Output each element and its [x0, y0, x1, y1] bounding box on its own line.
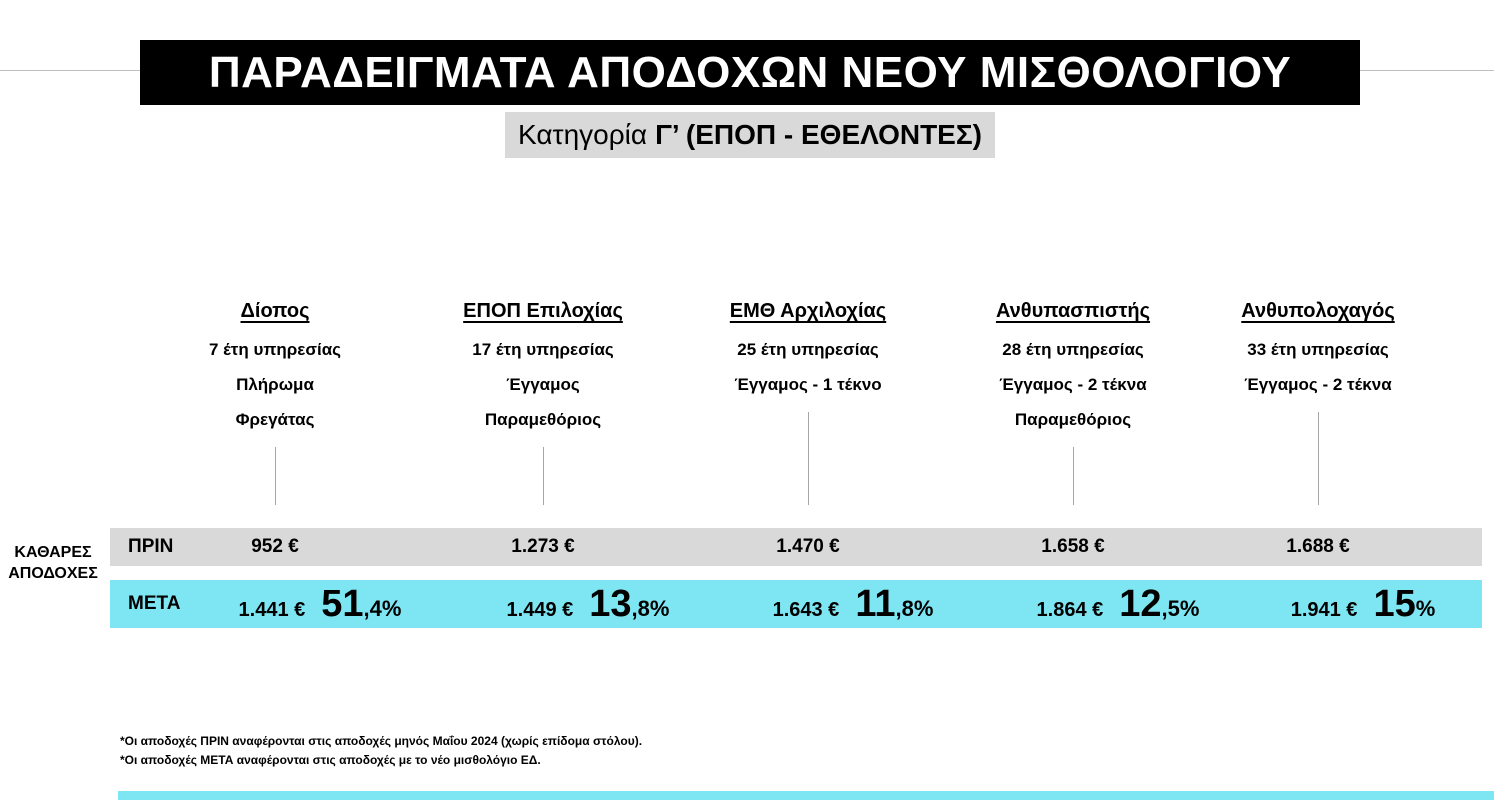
column-header-3: ΕΜΘ Αρχιλοχίας 25 έτη υπηρεσίας Έγγαμος …: [688, 298, 928, 402]
detail-line: 7 έτη υπηρεσίας: [208, 340, 342, 359]
detail-line: 17 έτη υπηρεσίας: [472, 340, 614, 359]
before-value: 1.273 €: [511, 536, 575, 557]
detail-line: 28 έτη υπηρεσίας: [1002, 340, 1144, 359]
column-header-1: Δίοπος 7 έτη υπηρεσίας Πλήρωμα Φρεγάτας: [155, 298, 395, 437]
net-earnings-label-line2: ΑΠΟΔΟΧΕΣ: [8, 565, 98, 582]
detail-line: Έγγαμος - 1 τέκνο: [734, 375, 882, 394]
after-percent: 51,4%: [321, 583, 402, 625]
rank-title: ΕΠΟΠ Επιλοχίας: [463, 300, 623, 322]
net-earnings-label: ΚΑΘΑΡΕΣ ΑΠΟΔΟΧΕΣ: [0, 542, 106, 584]
detail-line: Πλήρωμα: [236, 375, 314, 394]
column-header-5: Ανθυπολοχαγός 33 έτη υπηρεσίας Έγγαμος -…: [1198, 298, 1438, 402]
net-earnings-label-line1: ΚΑΘΑΡΕΣ: [14, 544, 92, 561]
after-percent-suffix: ,4%: [363, 596, 402, 621]
after-percent-main: 11: [855, 583, 896, 625]
after-cell: 1.941 € 15%: [1223, 580, 1494, 628]
after-percent-suffix: %: [1415, 596, 1436, 621]
footnotes: *Οι αποδοχές ΠΡΙΝ αναφέρονται στις αποδο…: [120, 732, 642, 770]
rank-title: Ανθυπασπιστής: [995, 300, 1151, 322]
before-value: 1.688 €: [1286, 536, 1350, 557]
connector-line: [543, 447, 544, 505]
title-banner: ΠΑΡΑΔΕΙΓΜΑΤΑ ΑΠΟΔΟΧΩΝ ΝΕΟΥ ΜΙΣΘΟΛΟΓΙΟΥ: [140, 40, 1360, 105]
before-row-label: ΠΡΙΝ: [128, 536, 174, 557]
after-cell: 1.449 € 13,8%: [448, 580, 728, 628]
after-row: ΜΕΤΑ 1.441 € 51,4% 1.449 € 13,8% 1.643 €…: [110, 580, 1482, 628]
detail-line: Παραμεθόριος: [484, 410, 602, 429]
after-percent: 11,8%: [855, 583, 934, 625]
before-value: 1.658 €: [1041, 536, 1105, 557]
after-percent: 12,5%: [1119, 583, 1200, 625]
column-header-2: ΕΠΟΠ Επιλοχίας 17 έτη υπηρεσίας Έγγαμος …: [423, 298, 663, 437]
after-amount: 1.864 €: [1036, 599, 1104, 621]
after-row-label: ΜΕΤΑ: [128, 593, 181, 614]
after-percent-suffix: ,8%: [895, 596, 934, 621]
footnote-before: *Οι αποδοχές ΠΡΙΝ αναφέρονται στις αποδο…: [120, 734, 643, 748]
after-cell: 1.864 € 12,5%: [978, 580, 1258, 628]
after-percent-main: 51: [321, 583, 364, 625]
rank-title: Δίοπος: [240, 300, 310, 322]
connector-line: [275, 447, 276, 505]
after-amount: 1.643 €: [772, 599, 840, 621]
after-percent-main: 12: [1119, 583, 1162, 625]
rank-title: Ανθυπολοχαγός: [1241, 300, 1395, 322]
detail-line: 25 έτη υπηρεσίας: [737, 340, 879, 359]
detail-line: Παραμεθόριος: [1014, 410, 1132, 429]
subtitle-prefix: Κατηγορία: [518, 119, 648, 150]
after-amount: 1.449 €: [506, 599, 574, 621]
detail-line: Έγγαμος: [506, 375, 580, 394]
detail-line: 33 έτη υπηρεσίας: [1247, 340, 1389, 359]
column-header-4: Ανθυπασπιστής 28 έτη υπηρεσίας Έγγαμος -…: [953, 298, 1193, 437]
after-percent-main: 13: [589, 583, 632, 625]
after-percent-main: 15: [1373, 583, 1416, 625]
before-row: ΠΡΙΝ 952 € 1.273 € 1.470 € 1.658 € 1.688…: [110, 528, 1482, 566]
footnote-after: *Οι αποδοχές ΜΕΤΑ αναφέρονται στις αποδο…: [120, 753, 541, 767]
after-percent-suffix: ,5%: [1161, 596, 1200, 621]
after-percent: 15%: [1373, 583, 1436, 625]
connector-line: [808, 412, 809, 505]
page-title: ΠΑΡΑΔΕΙΓΜΑΤΑ ΑΠΟΔΟΧΩΝ ΝΕΟΥ ΜΙΣΘΟΛΟΓΙΟΥ: [208, 47, 1292, 97]
subtitle-banner: Κατηγορία Γ’ (ΕΠΟΠ - ΕΘΕΛΟΝΤΕΣ): [505, 112, 995, 158]
after-cell: 1.441 € 51,4%: [180, 580, 460, 628]
connector-line: [1318, 412, 1319, 505]
detail-line: Έγγαμος - 2 τέκνα: [999, 375, 1147, 394]
detail-line: Έγγαμος - 2 τέκνα: [1244, 375, 1392, 394]
detail-line: Φρεγάτας: [235, 410, 315, 429]
after-amount: 1.441 €: [238, 599, 306, 621]
rank-title: ΕΜΘ Αρχιλοχίας: [729, 300, 887, 322]
after-cell: 1.643 € 11,8%: [713, 580, 993, 628]
before-value: 952 €: [251, 536, 299, 557]
connector-line: [1073, 447, 1074, 505]
after-percent: 13,8%: [589, 583, 670, 625]
bottom-accent-bar: [118, 791, 1494, 800]
subtitle-category: Γ’ (ΕΠΟΠ - ΕΘΕΛΟΝΤΕΣ): [655, 119, 982, 150]
after-percent-suffix: ,8%: [631, 596, 670, 621]
before-value: 1.470 €: [776, 536, 840, 557]
after-amount: 1.941 €: [1290, 599, 1358, 621]
